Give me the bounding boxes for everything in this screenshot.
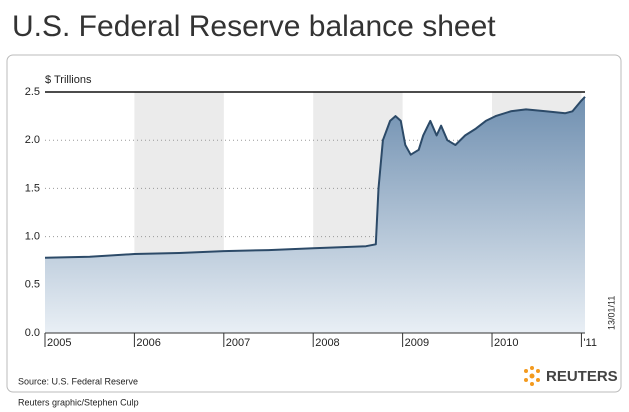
chart-frame	[6, 54, 622, 393]
x-tick-label: 2006	[136, 337, 160, 349]
y-tick-label: 1.5	[25, 182, 40, 194]
credit: Reuters graphic/Stephen Culp	[18, 397, 139, 407]
y-tick-label: 1.0	[25, 231, 40, 243]
y-tick-label: 2.5	[25, 86, 40, 98]
source: Source: U.S. Federal Reserve	[18, 376, 138, 386]
chart-title: U.S. Federal Reserve balance sheet	[12, 10, 496, 43]
date-note: 13/01/11	[606, 296, 616, 330]
y-tick-label: 2.0	[25, 134, 40, 146]
x-tick-label: 2007	[226, 337, 250, 349]
y-tick-label: 0.5	[25, 279, 40, 291]
x-tick-label: 2008	[315, 337, 339, 349]
x-tick-label: 2010	[494, 337, 518, 349]
x-tick-label: 2005	[47, 337, 71, 349]
area	[45, 96, 585, 333]
x-tick-label: '11	[583, 337, 597, 349]
line	[44, 96, 586, 259]
brand-logo: REUTERS	[524, 366, 618, 386]
y-axis-label: $ Trillions	[45, 74, 92, 86]
brand: REUTERS	[546, 368, 618, 385]
x-tick-label: 2009	[405, 337, 429, 349]
y-tick-label: 0.0	[25, 327, 40, 339]
